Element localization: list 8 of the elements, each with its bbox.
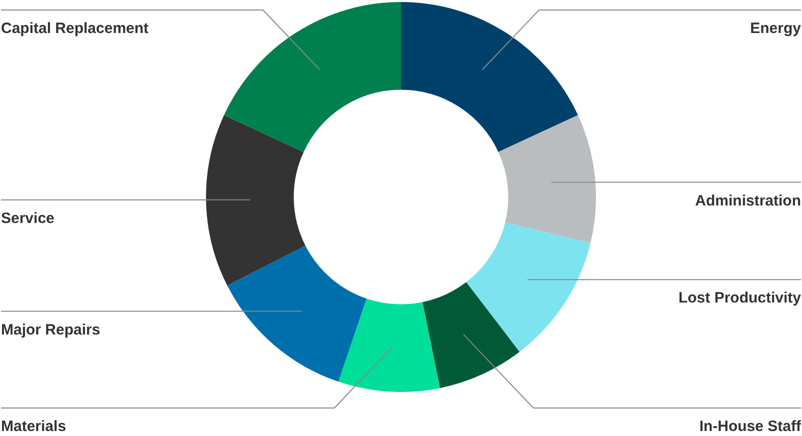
- slice-label: Capital Replacement: [1, 20, 149, 38]
- slice-label: Energy: [750, 20, 802, 38]
- slice-label: In-House Staff: [699, 418, 802, 436]
- slice-label: Administration: [695, 192, 801, 210]
- slice-label: Lost Productivity: [678, 290, 802, 307]
- slice-label: Materials: [1, 418, 66, 436]
- slice-label: Service: [1, 210, 54, 227]
- slice-label: Major Repairs: [1, 321, 100, 338]
